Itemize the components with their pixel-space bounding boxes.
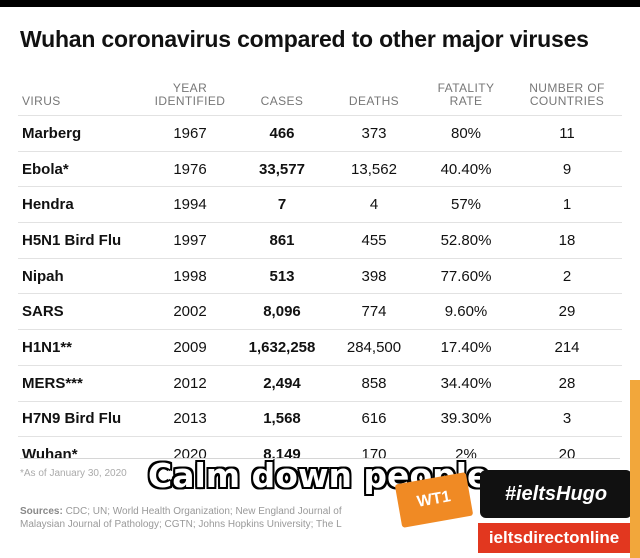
footnote: *As of January 30, 2020 (20, 468, 127, 479)
cell-cases: 1,632,258 (236, 329, 328, 366)
cell-cases: 513 (236, 257, 328, 294)
table-bottom-divider (20, 458, 620, 459)
table-row: Hendra 1994 7 4 57% 1 (18, 186, 622, 223)
table-row: MERS*** 2012 2,494 858 34.40% 28 (18, 364, 622, 401)
cell-year: 2012 (144, 364, 236, 401)
cell-fatality: 52.80% (420, 222, 512, 259)
cell-cases: 861 (236, 222, 328, 259)
top-border (0, 0, 640, 7)
cell-cases: 8,149 (236, 436, 328, 472)
table-row: SARS 2002 8,096 774 9.60% 29 (18, 293, 622, 330)
virus-comparison-table: VIRUS YEAR IDENTIFIED CASES DEATHS FATAL… (18, 68, 622, 472)
header-cases: CASES (260, 94, 304, 108)
sources-line-1: CDC; UN; World Health Organization; New … (65, 506, 342, 517)
table-row: Ebola* 1976 33,577 13,562 40.40% 9 (18, 150, 622, 187)
header-fatality: FATALITY RATE (437, 81, 495, 108)
cell-deaths: 858 (328, 364, 420, 401)
cell-countries: 20 (512, 436, 622, 472)
cell-countries: 28 (512, 364, 622, 401)
table-row: Wuhan* 2020 8,149 170 2% 20 (18, 436, 622, 472)
cell-year: 1998 (144, 257, 236, 294)
cell-countries: 11 (512, 115, 622, 152)
header-deaths: DEATHS (348, 94, 400, 108)
cell-year: 1994 (144, 186, 236, 223)
cell-deaths: 4 (328, 186, 420, 223)
cell-year: 1967 (144, 115, 236, 152)
cell-virus: Wuhan* (18, 436, 144, 472)
cell-countries: 2 (512, 257, 622, 294)
cell-cases: 33,577 (236, 150, 328, 187)
cell-deaths: 616 (328, 400, 420, 437)
sources-label: Sources: (20, 506, 63, 517)
sources-line-2: Malaysian Journal of Pathology; CGTN; Jo… (20, 519, 342, 530)
table-row: Marberg 1967 466 373 80% 11 (18, 115, 622, 152)
cell-year: 1997 (144, 222, 236, 259)
cell-fatality: 9.60% (420, 293, 512, 330)
table-row: Nipah 1998 513 398 77.60% 2 (18, 257, 622, 294)
cell-countries: 18 (512, 222, 622, 259)
cell-fatality: 40.40% (420, 150, 512, 187)
table-row: H7N9 Bird Flu 2013 1,568 616 39.30% 3 (18, 400, 622, 437)
cell-deaths: 398 (328, 257, 420, 294)
cell-virus: Hendra (18, 186, 144, 223)
cell-virus: MERS*** (18, 364, 144, 401)
header-virus: VIRUS (22, 94, 61, 108)
cell-countries: 3 (512, 400, 622, 437)
cell-virus: SARS (18, 293, 144, 330)
cell-virus: H5N1 Bird Flu (18, 222, 144, 259)
cell-virus: H1N1** (18, 329, 144, 366)
cell-year: 1976 (144, 150, 236, 187)
header-year: YEAR IDENTIFIED (154, 81, 226, 108)
cell-countries: 29 (512, 293, 622, 330)
decorative-strip (630, 380, 640, 558)
table-header: VIRUS YEAR IDENTIFIED CASES DEATHS FATAL… (18, 68, 622, 116)
cell-fatality: 80% (420, 115, 512, 152)
cell-virus: Marberg (18, 115, 144, 152)
cell-virus: Nipah (18, 257, 144, 294)
hashtag-badge: #ieltsHugo (480, 470, 632, 518)
cell-cases: 466 (236, 115, 328, 152)
cell-virus: H7N9 Bird Flu (18, 400, 144, 437)
table-row: H1N1** 2009 1,632,258 284,500 17.40% 214 (18, 329, 622, 366)
cell-deaths: 774 (328, 293, 420, 330)
cell-countries: 214 (512, 329, 622, 366)
cell-cases: 8,096 (236, 293, 328, 330)
header-countries: NUMBER OF COUNTRIES (529, 81, 605, 108)
cell-cases: 7 (236, 186, 328, 223)
cell-year: 2002 (144, 293, 236, 330)
cell-fatality: 77.60% (420, 257, 512, 294)
cell-deaths: 455 (328, 222, 420, 259)
site-badge: ieltsdirectonline (478, 523, 630, 553)
page-title: Wuhan coronavirus compared to other majo… (20, 26, 589, 52)
cell-fatality: 57% (420, 186, 512, 223)
cell-countries: 1 (512, 186, 622, 223)
cell-deaths: 373 (328, 115, 420, 152)
cell-countries: 9 (512, 150, 622, 187)
cell-deaths: 284,500 (328, 329, 420, 366)
sources: Sources: CDC; UN; World Health Organizat… (20, 505, 480, 531)
cell-year: 2009 (144, 329, 236, 366)
cell-fatality: 34.40% (420, 364, 512, 401)
cell-cases: 2,494 (236, 364, 328, 401)
cell-cases: 1,568 (236, 400, 328, 437)
cell-deaths: 170 (328, 436, 420, 472)
cell-year: 2013 (144, 400, 236, 437)
table-row: H5N1 Bird Flu 1997 861 455 52.80% 18 (18, 222, 622, 259)
cell-virus: Ebola* (18, 150, 144, 187)
cell-fatality: 39.30% (420, 400, 512, 437)
cell-fatality: 17.40% (420, 329, 512, 366)
cell-deaths: 13,562 (328, 150, 420, 187)
